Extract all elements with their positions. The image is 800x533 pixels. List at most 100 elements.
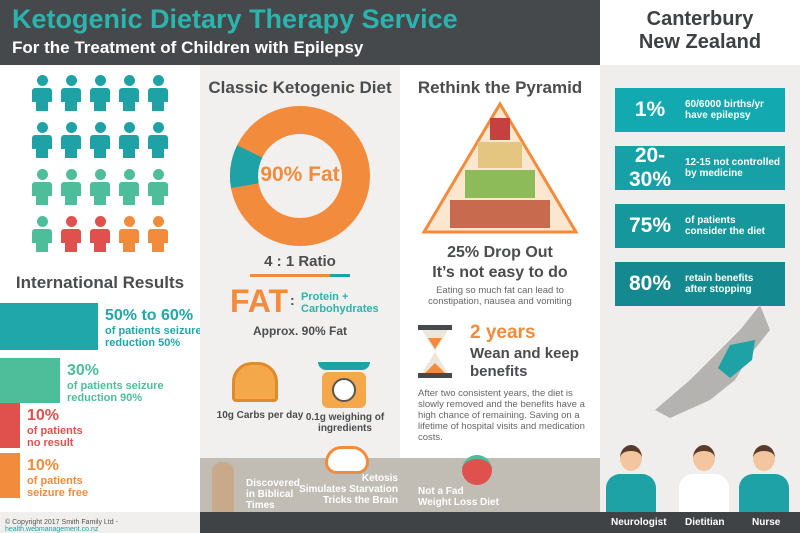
result-value: 10% — [27, 407, 60, 424]
person-icon — [60, 75, 82, 111]
apple-icon — [462, 455, 492, 485]
page-title: Ketogenic Dietary Therapy Service — [12, 4, 458, 34]
stat-line: 60/6000 births/yr — [685, 99, 764, 110]
person-icon — [89, 216, 111, 252]
food-pyramid-image — [421, 101, 579, 234]
person-icon — [31, 216, 53, 252]
person-icon — [118, 169, 140, 205]
ratio-label: 4 : 1 Ratio — [264, 253, 336, 270]
result-bar — [0, 403, 20, 448]
wean-heading: Wean and keep benefits — [470, 345, 579, 381]
protein-carbs-label: Protein + Carbohydrates — [301, 291, 379, 315]
stat-line: of patients — [685, 215, 736, 226]
dropout-line1: 25% Drop Out — [447, 244, 553, 261]
person-icon — [60, 122, 82, 158]
stat-ribbon: 80% retain benefits after stopping — [615, 262, 785, 306]
result-label: 30% of patients seizure reduction 90% — [67, 361, 164, 404]
hourglass-icon — [418, 325, 452, 378]
result-bar — [0, 358, 60, 403]
wean-line2: benefits — [470, 363, 528, 380]
stat-line: retain benefits — [685, 273, 754, 284]
fact-line: Times — [246, 500, 275, 511]
person-icon — [118, 216, 140, 252]
region-label: Canterbury New Zealand — [600, 0, 800, 65]
person-icon — [60, 169, 82, 205]
fact-line: Tricks the Brain — [322, 495, 398, 506]
international-heading: International Results — [15, 273, 185, 292]
biblical-figure-icon — [212, 462, 234, 512]
facts-band — [200, 458, 600, 512]
stat-ribbon: 1% 60/6000 births/yr have epilepsy — [615, 88, 785, 132]
stat-value: 80% — [628, 272, 672, 295]
footer-bar — [200, 512, 800, 533]
fact-line: Not a Fad — [418, 486, 464, 497]
stat-line: have epilepsy — [685, 110, 751, 121]
result-label: 10% of patients seizure free — [27, 456, 88, 499]
protein-text: Protein + — [301, 291, 349, 303]
dropout-desc-line1: Eating so much fat can lead to — [436, 285, 564, 296]
result-line: seizure free — [27, 487, 89, 499]
result-value: 50% to 60% — [105, 307, 194, 324]
diet-heading: Classic Ketogenic Diet — [208, 78, 392, 97]
result-line: of patients seizure — [67, 380, 164, 392]
fact-ketosis: Ketosis Simulates Starvation Tricks the Br… — [296, 473, 398, 506]
person-icon — [147, 122, 169, 158]
result-line: of patients — [27, 425, 83, 437]
carbs-text: Carbohydrates — [301, 303, 379, 315]
person-icon — [118, 122, 140, 158]
staff-figure-icon — [678, 445, 730, 512]
brain-icon — [325, 446, 369, 474]
result-line: of patients seizure — [105, 325, 202, 337]
fat-label: FAT — [230, 283, 289, 319]
stat-line: after stopping — [685, 284, 752, 295]
fact-line: in Biblical — [246, 489, 294, 500]
dropout-desc-line2: constipation, nausea and vomiting — [428, 296, 572, 307]
region-line2: New Zealand — [638, 31, 762, 53]
dropout-description: Eating so much fat can lead to constipati… — [400, 285, 600, 307]
result-bar — [0, 303, 98, 350]
staff-dietitian: Dietitian — [685, 517, 725, 528]
pyramid-heading: Rethink the Pyramid — [417, 78, 583, 97]
stat-ribbon: 75% of patients consider the diet — [615, 204, 785, 248]
person-icon — [118, 75, 140, 111]
scale-pan — [318, 362, 370, 370]
carbs-per-day: 10g Carbs per day — [216, 410, 304, 421]
fact-not-fad: Not a Fad Weight Loss Diet — [418, 486, 499, 508]
stat-line: by medicine — [685, 168, 743, 179]
staff-figure-icon — [738, 445, 790, 512]
result-line: of patients — [27, 475, 83, 487]
region-line1: Canterbury — [646, 8, 754, 30]
ratio-colon: : — [290, 292, 295, 308]
header — [0, 0, 600, 65]
stat-value: 75% — [628, 214, 672, 237]
fact-biblical: Discovered in Biblical Times — [246, 478, 300, 511]
scale-icon — [322, 372, 366, 408]
donut-label: 90% Fat — [260, 163, 340, 186]
fact-line: Simulates Starvation — [299, 484, 398, 495]
person-icon — [31, 169, 53, 205]
years-label: 2 years — [470, 322, 536, 343]
person-icon — [89, 169, 111, 205]
new-zealand-map — [655, 305, 770, 418]
stat-line: consider the diet — [685, 226, 766, 237]
stat-value: 20-30% — [628, 144, 672, 191]
bread-icon — [232, 362, 278, 402]
page-subtitle: For the Treatment of Children with Epile… — [12, 38, 364, 57]
website-link[interactable]: health.webmanagement.co.nz — [5, 526, 99, 533]
result-bar — [0, 453, 20, 498]
fact-line: Discovered — [246, 478, 300, 489]
weighing-label: 0.1g weighing of ingredients — [300, 412, 390, 434]
result-value: 30% — [67, 362, 100, 379]
wean-description: After two consistent years, the diet is … — [418, 388, 585, 443]
approx-fat: Approx. 90% Fat — [252, 324, 348, 338]
person-icon — [147, 75, 169, 111]
result-label: 50% to 60% of patients seizure reduction 5… — [105, 306, 202, 349]
stat-ribbon: 20-30% 12-15 not controlled by medicine — [615, 144, 785, 191]
fat-donut-chart — [230, 106, 370, 246]
person-icon — [31, 122, 53, 158]
result-value: 10% — [27, 457, 60, 474]
fact-line: Ketosis — [361, 473, 398, 484]
person-icon — [89, 122, 111, 158]
person-icon — [60, 216, 82, 252]
weighing-line2: ingredients — [318, 423, 372, 434]
